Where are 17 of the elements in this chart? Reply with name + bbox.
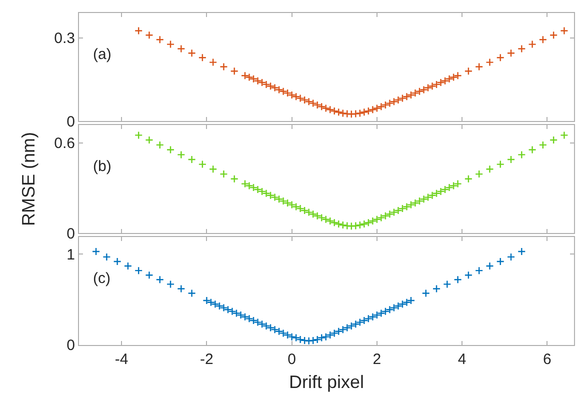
y-tick-label: 0 [66,113,75,130]
x-tick-label: -2 [200,351,214,368]
x-tick-label: 0 [288,351,296,368]
y-tick-label: 1 [66,246,75,264]
annotation: (b) [93,158,112,175]
x-tick-label: -4 [114,351,128,368]
annotation: (a) [93,46,112,63]
x-tick-label: 6 [543,351,552,368]
x-tick-label: 2 [372,351,382,368]
annotation: (c) [93,270,110,287]
x-axis-title: Drift pixel [288,372,364,392]
y-axis-title: RMSE (nm) [18,132,38,226]
y-tick-label: 0.6 [54,135,75,152]
y-tick-label: 0 [66,337,75,354]
y-tick-label: 0 [66,225,75,242]
y-tick-label: 0.3 [54,30,75,48]
x-tick-label: 4 [458,351,466,368]
